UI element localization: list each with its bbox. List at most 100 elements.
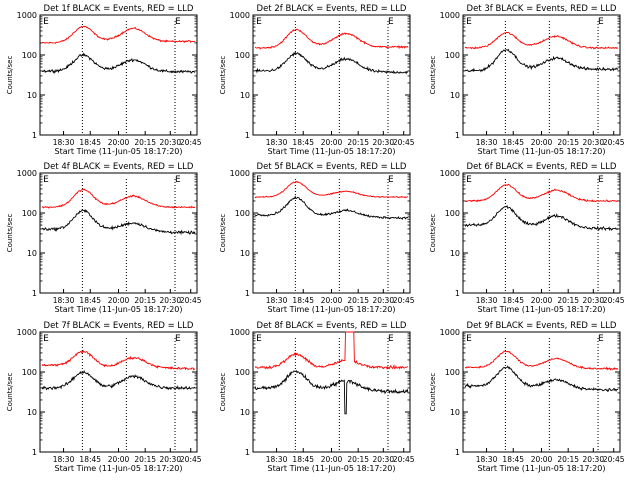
y-tick-label: 1000	[440, 169, 460, 178]
y-tick-label: 1	[245, 289, 250, 298]
x-tick-label: 18:30	[53, 455, 75, 464]
y-tick-label: 100	[22, 209, 37, 218]
x-tick-label: 20:30	[582, 455, 604, 464]
marker-label: E	[388, 334, 394, 344]
x-tick-label: 20:15	[347, 296, 369, 305]
y-axis-label: Counts/sec	[219, 214, 227, 253]
y-axis-label: Counts/sec	[6, 56, 14, 95]
events-series-line	[41, 369, 195, 391]
events-series-line	[41, 208, 196, 236]
lld-series-line	[254, 331, 409, 370]
events-series-line	[254, 51, 409, 75]
y-tick-label: 100	[445, 368, 460, 377]
x-tick-label: 18:30	[266, 455, 288, 464]
y-tick-label: 1000	[17, 328, 37, 337]
x-tick-label: 20:45	[393, 455, 415, 464]
x-tick-label: 20:00	[108, 138, 130, 147]
marker-label: E	[388, 17, 394, 27]
panel-title: Det 6f BLACK = Events, RED = LLD	[467, 162, 617, 172]
y-tick-label: 10	[450, 249, 460, 258]
lld-series-line	[464, 183, 619, 203]
y-axis-label: Counts/sec	[219, 56, 227, 95]
x-tick-label: 20:45	[393, 138, 415, 147]
y-tick-label: 1	[245, 448, 250, 457]
marker-label: E	[388, 175, 394, 185]
x-tick-label: 18:30	[53, 138, 75, 147]
y-tick-label: 1	[455, 131, 460, 140]
x-tick-label: 18:30	[266, 296, 288, 305]
x-tick-label: 18:30	[266, 138, 288, 147]
y-axis-label: Counts/sec	[6, 214, 14, 253]
panel-title: Det 7f BLACK = Events, RED = LLD	[44, 321, 194, 331]
events-series-line	[464, 204, 619, 232]
marker-label: E	[256, 175, 262, 185]
y-axis-label: Counts/sec	[429, 56, 437, 95]
x-tick-label: 20:00	[108, 296, 130, 305]
marker-label: E	[43, 17, 49, 27]
x-tick-label: 20:30	[372, 138, 394, 147]
marker-label: E	[43, 175, 49, 185]
plot-frame	[252, 331, 411, 453]
plot-frame	[462, 172, 621, 294]
x-tick-label: 20:15	[134, 455, 156, 464]
x-tick-label: 20:45	[180, 296, 202, 305]
y-tick-label: 100	[22, 51, 37, 60]
detector-panel-4: Det 4f BLACK = Events, RED = LLD 1 10 100 10…	[6, 162, 202, 314]
y-tick-label: 100	[445, 51, 460, 60]
x-axis-label: Start Time (11-Jun-05 18:17:20)	[55, 147, 183, 156]
plot-frame	[39, 14, 198, 136]
plot-frame	[39, 331, 198, 453]
plot-frame	[252, 172, 411, 294]
x-tick-label: 18:30	[476, 138, 498, 147]
x-tick-label: 20:15	[347, 455, 369, 464]
marker-label: E	[466, 17, 472, 27]
y-tick-label: 1	[32, 289, 37, 298]
x-tick-label: 18:45	[79, 296, 101, 305]
y-tick-label: 1	[245, 131, 250, 140]
x-axis-label: Start Time (11-Jun-05 18:17:20)	[478, 464, 606, 473]
x-tick-label: 20:30	[372, 455, 394, 464]
y-tick-label: 10	[450, 91, 460, 100]
events-series-line	[464, 48, 619, 73]
marker-label: E	[466, 334, 472, 344]
x-axis-label: Start Time (11-Jun-05 18:17:20)	[55, 464, 183, 473]
lld-series-line	[41, 25, 196, 44]
x-tick-label: 20:45	[603, 455, 625, 464]
detector-panel-5: Det 5f BLACK = Events, RED = LLD 1 10 100 10…	[219, 162, 415, 314]
marker-label: E	[256, 17, 262, 27]
x-tick-label: 18:45	[79, 138, 101, 147]
x-tick-label: 18:45	[292, 296, 314, 305]
panel-title: Det 9f BLACK = Events, RED = LLD	[467, 321, 617, 331]
x-tick-label: 20:15	[557, 138, 579, 147]
x-tick-label: 18:45	[292, 138, 314, 147]
y-axis-label: Counts/sec	[429, 373, 437, 412]
lld-series-line	[254, 181, 409, 199]
x-tick-label: 18:45	[79, 455, 101, 464]
x-tick-label: 20:15	[557, 455, 579, 464]
x-tick-label: 18:45	[502, 138, 524, 147]
x-tick-label: 20:45	[393, 296, 415, 305]
panel-title: Det 3f BLACK = Events, RED = LLD	[467, 4, 617, 14]
x-axis-label: Start Time (11-Jun-05 18:17:20)	[268, 305, 396, 314]
detector-panel-8: Det 8f BLACK = Events, RED = LLD 1 10 100 10…	[219, 321, 415, 473]
y-tick-label: 1000	[17, 11, 37, 20]
y-tick-label: 100	[235, 368, 250, 377]
marker-label: E	[175, 334, 181, 344]
x-tick-label: 20:45	[180, 138, 202, 147]
x-tick-label: 20:00	[531, 138, 553, 147]
x-tick-label: 20:15	[134, 296, 156, 305]
panel-title: Det 1f BLACK = Events, RED = LLD	[44, 4, 194, 14]
detector-panel-9: Det 9f BLACK = Events, RED = LLD 1 10 100 10…	[429, 321, 625, 473]
y-axis-label: Counts/sec	[219, 373, 227, 412]
lld-series-line	[464, 350, 619, 371]
detector-panel-7: Det 7f BLACK = Events, RED = LLD 1 10 100 10…	[6, 321, 202, 473]
x-tick-label: 20:30	[372, 296, 394, 305]
x-tick-label: 20:30	[159, 296, 181, 305]
x-tick-label: 18:45	[502, 455, 524, 464]
x-tick-label: 20:00	[531, 296, 553, 305]
x-tick-label: 20:00	[321, 296, 343, 305]
detector-panel-6: Det 6f BLACK = Events, RED = LLD 1 10 100 10…	[429, 162, 625, 314]
plot-frame	[252, 14, 411, 136]
x-tick-label: 20:00	[108, 455, 130, 464]
